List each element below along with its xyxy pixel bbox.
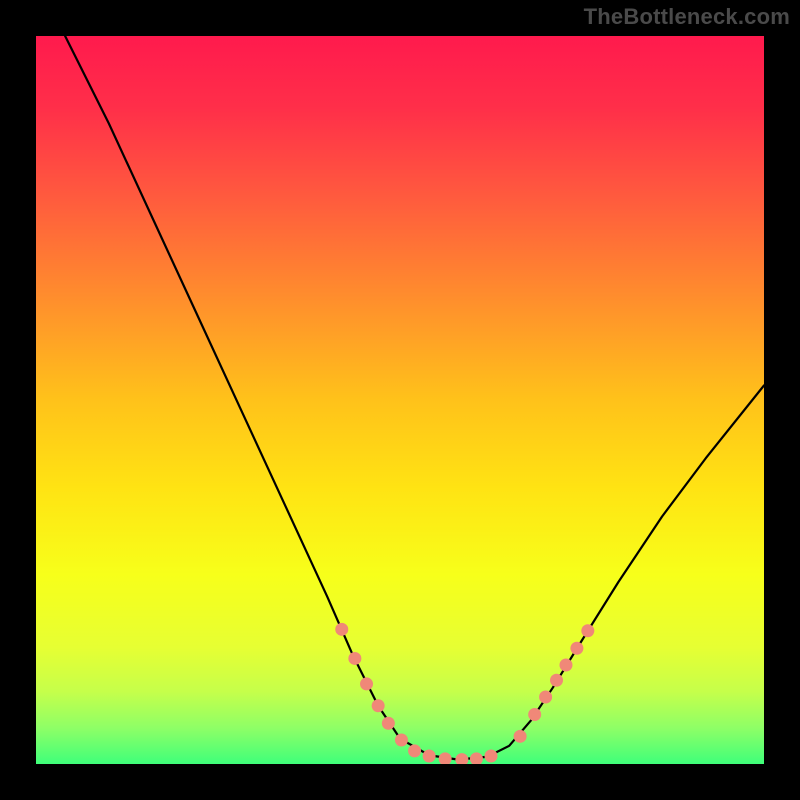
data-marker: [570, 642, 583, 655]
chart-plot-area: [36, 36, 764, 764]
data-marker: [559, 658, 572, 671]
data-marker: [528, 708, 541, 721]
data-marker: [423, 749, 436, 762]
data-marker: [485, 749, 498, 762]
bottleneck-curve: [65, 36, 764, 760]
data-marker: [395, 733, 408, 746]
watermark-text: TheBottleneck.com: [584, 4, 790, 30]
canvas: TheBottleneck.com: [0, 0, 800, 800]
data-marker: [360, 677, 373, 690]
data-marker: [581, 624, 594, 637]
chart-svg: [36, 36, 764, 764]
data-marker: [470, 752, 483, 764]
data-marker: [455, 753, 468, 764]
data-marker: [550, 674, 563, 687]
data-marker: [539, 691, 552, 704]
data-marker: [372, 699, 385, 712]
data-marker: [439, 752, 452, 764]
data-marker: [348, 652, 361, 665]
data-marker: [382, 717, 395, 730]
data-marker: [514, 730, 527, 743]
data-marker: [335, 623, 348, 636]
data-marker: [408, 744, 421, 757]
